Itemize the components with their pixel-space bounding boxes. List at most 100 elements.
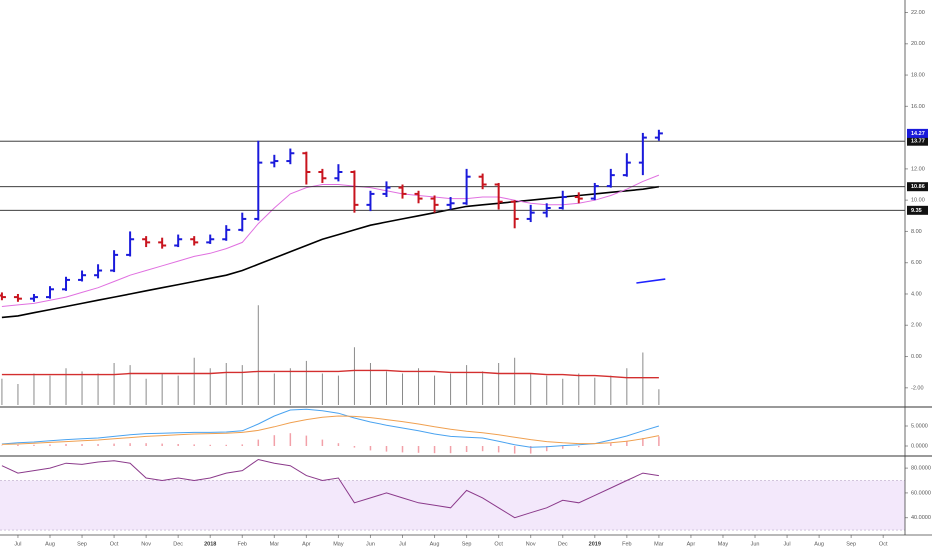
y-tick-label: 40.0000 [911,515,931,521]
histogram-bar [449,446,452,454]
volume-bar [450,373,452,405]
macd-line [1,415,659,445]
histogram-bar [17,444,19,446]
price-tag [907,128,928,138]
moving-average [1,174,660,307]
volume-bar [209,368,211,405]
volume-bar [610,375,612,405]
y-tick-label: 16.00 [911,104,925,110]
volume-bar [369,363,371,405]
volume-bar [17,384,19,405]
x-tick-label: Sep [846,541,856,547]
histogram-bar [305,435,308,446]
volume-bar [241,365,243,405]
histogram-bar [465,446,468,452]
y-tick-label: 22.00 [911,10,925,16]
histogram-bar [273,435,276,446]
x-tick-label: Nov [526,541,536,547]
x-tick-label: Jul [399,541,406,547]
volume-bar [49,375,51,405]
histogram-bar [65,444,67,446]
histogram-bar [81,444,83,446]
y-tick-label: 0.00 [911,354,922,360]
histogram-bar [129,443,131,446]
x-tick-label: Mar [654,541,664,547]
volume-bar [33,373,35,405]
price-tag-label: 9.35 [911,208,922,214]
volume-bar [289,368,291,405]
x-tick-label: Oct [110,541,119,547]
volume-bar [514,357,516,405]
histogram-bar [497,446,500,453]
histogram-bar [337,443,340,446]
volume-bar [353,347,355,405]
x-tick-label: 2018 [204,541,216,547]
x-tick-label: Jun [751,541,760,547]
price-tag [907,182,928,192]
histogram-bar [193,444,195,446]
y-tick-label: 60.0000 [911,490,931,496]
y-tick-label: 20.00 [911,41,925,47]
x-tick-label: Oct [879,541,888,547]
histogram-bar [225,444,227,446]
volume-bar [177,375,179,405]
x-tick-label: Aug [430,541,440,547]
price-tag [907,136,928,146]
volume-bar [97,373,99,405]
volume-bar [321,373,323,405]
moving-average [1,185,660,319]
volume-bar [482,371,484,405]
x-tick-label: Apr [687,541,696,547]
histogram-bar [385,446,388,452]
histogram-bar [33,444,35,446]
x-tick-label: Dec [558,541,568,547]
y-tick-label: 2.00 [911,323,922,329]
x-tick-label: Apr [302,541,311,547]
volume-bar [193,357,195,405]
histogram-bar [369,446,372,451]
price-tag-label: 10.86 [911,184,925,190]
y-tick-label: -2.00 [911,385,924,391]
histogram-bar [433,446,436,454]
histogram-bar [49,444,51,446]
x-tick-label: Jul [784,541,791,547]
y-tick-label: 5.0000 [911,423,928,429]
volume-bar [578,373,580,405]
volume-bar [434,375,436,405]
histogram-bar [545,446,548,452]
y-tick-label: 0.0000 [911,443,928,449]
volume-bar [418,368,420,405]
volume-bar [498,363,500,405]
y-tick-label: 18.00 [911,73,925,79]
y-tick-label: 4.00 [911,291,922,297]
volume-bar [257,305,259,405]
x-tick-label: May [718,541,729,547]
volume-bar [594,377,596,405]
y-tick-label: 80.0000 [911,466,931,472]
x-tick-label: Dec [173,541,183,547]
volume-bar [626,368,628,405]
volume-bar [658,389,660,405]
volume-bar [402,373,404,405]
histogram-bar [401,446,404,453]
macd-line [1,408,660,448]
last-price-label: 14.27 [911,131,925,137]
x-tick-label: Sep [462,541,472,547]
x-tick-label: Oct [494,541,503,547]
price-tag-label: 13.77 [911,139,925,145]
volume-bar [225,363,227,405]
volume-bar [1,378,3,405]
volume-bar [145,378,147,405]
volume-bar [546,375,548,405]
volume-bar [81,371,83,405]
volume-bar [562,378,564,405]
volume-bar [466,365,468,405]
volume-bar [65,368,67,405]
volume-bar [161,373,163,405]
x-tick-label: Feb [238,541,247,547]
x-tick-label: Jun [366,541,375,547]
histogram-bar [353,446,356,448]
histogram-bar [177,444,179,446]
